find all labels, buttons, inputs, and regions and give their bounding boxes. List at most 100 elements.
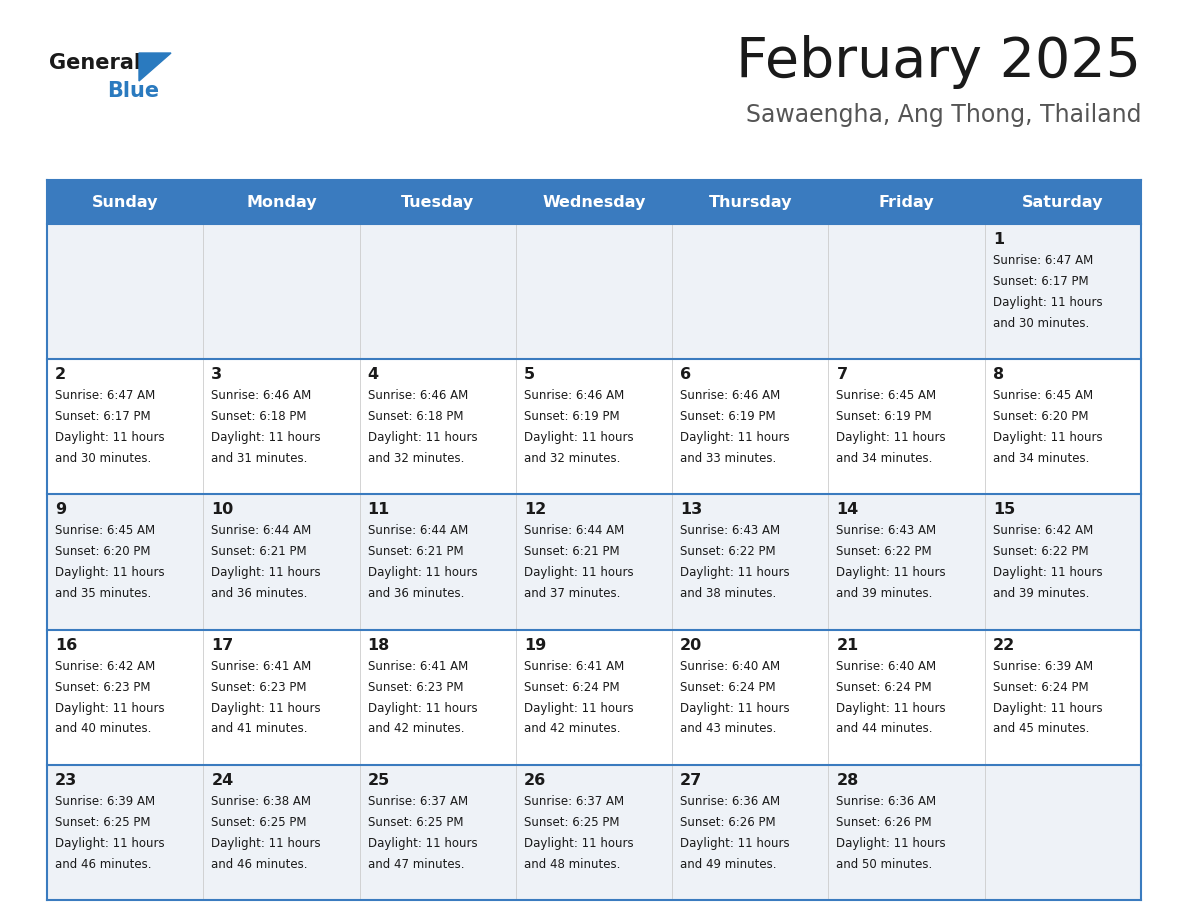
Text: Sunset: 6:23 PM: Sunset: 6:23 PM (55, 680, 151, 694)
Text: and 36 minutes.: and 36 minutes. (367, 588, 465, 600)
Text: Sunrise: 6:46 AM: Sunrise: 6:46 AM (211, 389, 311, 402)
Text: Daylight: 11 hours: Daylight: 11 hours (367, 836, 478, 850)
Text: Blue: Blue (107, 81, 159, 101)
Text: and 33 minutes.: and 33 minutes. (681, 452, 777, 465)
Text: Sunrise: 6:41 AM: Sunrise: 6:41 AM (211, 660, 311, 673)
Text: Sunset: 6:20 PM: Sunset: 6:20 PM (993, 410, 1088, 423)
Text: Daylight: 11 hours: Daylight: 11 hours (993, 431, 1102, 444)
Text: Sunrise: 6:45 AM: Sunrise: 6:45 AM (836, 389, 936, 402)
Text: and 34 minutes.: and 34 minutes. (836, 452, 933, 465)
Text: Daylight: 11 hours: Daylight: 11 hours (211, 701, 321, 714)
Text: Daylight: 11 hours: Daylight: 11 hours (836, 836, 946, 850)
Text: Sunset: 6:25 PM: Sunset: 6:25 PM (524, 816, 619, 829)
Text: Daylight: 11 hours: Daylight: 11 hours (681, 431, 790, 444)
Text: and 46 minutes.: and 46 minutes. (55, 857, 152, 870)
Text: 21: 21 (836, 638, 859, 653)
Text: and 48 minutes.: and 48 minutes. (524, 857, 620, 870)
Text: Sunrise: 6:44 AM: Sunrise: 6:44 AM (524, 524, 624, 537)
Text: Saturday: Saturday (1022, 195, 1104, 209)
Text: Sunrise: 6:46 AM: Sunrise: 6:46 AM (524, 389, 624, 402)
Text: and 30 minutes.: and 30 minutes. (55, 452, 151, 465)
Text: and 36 minutes.: and 36 minutes. (211, 588, 308, 600)
Text: Daylight: 11 hours: Daylight: 11 hours (55, 431, 165, 444)
Text: Daylight: 11 hours: Daylight: 11 hours (367, 566, 478, 579)
Text: 18: 18 (367, 638, 390, 653)
Text: Sunday: Sunday (91, 195, 158, 209)
Text: Sunrise: 6:40 AM: Sunrise: 6:40 AM (836, 660, 936, 673)
Text: and 31 minutes.: and 31 minutes. (211, 452, 308, 465)
Text: Sunrise: 6:45 AM: Sunrise: 6:45 AM (55, 524, 156, 537)
Bar (48, 224, 1140, 359)
Text: 1: 1 (993, 232, 1004, 247)
Text: 3: 3 (211, 367, 222, 382)
Bar (48, 180, 1140, 224)
Text: 12: 12 (524, 502, 546, 518)
Text: Daylight: 11 hours: Daylight: 11 hours (211, 836, 321, 850)
Text: 24: 24 (211, 773, 234, 788)
Text: February 2025: February 2025 (737, 35, 1140, 89)
Text: Friday: Friday (879, 195, 935, 209)
Text: Sunset: 6:22 PM: Sunset: 6:22 PM (836, 545, 933, 558)
Text: Sunset: 6:21 PM: Sunset: 6:21 PM (211, 545, 307, 558)
Text: 5: 5 (524, 367, 535, 382)
Text: 11: 11 (367, 502, 390, 518)
Text: 22: 22 (993, 638, 1015, 653)
Text: Sunrise: 6:43 AM: Sunrise: 6:43 AM (681, 524, 781, 537)
Text: and 43 minutes.: and 43 minutes. (681, 722, 777, 735)
Text: 14: 14 (836, 502, 859, 518)
Text: and 40 minutes.: and 40 minutes. (55, 722, 151, 735)
Text: Sunrise: 6:44 AM: Sunrise: 6:44 AM (211, 524, 311, 537)
Text: Sunset: 6:21 PM: Sunset: 6:21 PM (367, 545, 463, 558)
Text: and 44 minutes.: and 44 minutes. (836, 722, 933, 735)
Text: 28: 28 (836, 773, 859, 788)
Text: Daylight: 11 hours: Daylight: 11 hours (524, 566, 633, 579)
Text: Monday: Monday (246, 195, 317, 209)
Text: Sunset: 6:24 PM: Sunset: 6:24 PM (681, 680, 776, 694)
Bar (48, 765, 1140, 900)
Text: and 45 minutes.: and 45 minutes. (993, 722, 1089, 735)
Text: Sunrise: 6:38 AM: Sunrise: 6:38 AM (211, 795, 311, 808)
Text: Sunrise: 6:39 AM: Sunrise: 6:39 AM (993, 660, 1093, 673)
Text: Sunrise: 6:37 AM: Sunrise: 6:37 AM (367, 795, 468, 808)
Text: Sunrise: 6:41 AM: Sunrise: 6:41 AM (524, 660, 624, 673)
Text: Sunrise: 6:42 AM: Sunrise: 6:42 AM (993, 524, 1093, 537)
Text: Daylight: 11 hours: Daylight: 11 hours (524, 431, 633, 444)
Text: Sunrise: 6:36 AM: Sunrise: 6:36 AM (681, 795, 781, 808)
Text: and 32 minutes.: and 32 minutes. (524, 452, 620, 465)
Text: Sunset: 6:19 PM: Sunset: 6:19 PM (836, 410, 933, 423)
Text: Sunrise: 6:46 AM: Sunrise: 6:46 AM (681, 389, 781, 402)
Text: Sunset: 6:26 PM: Sunset: 6:26 PM (681, 816, 776, 829)
Text: 25: 25 (367, 773, 390, 788)
Text: Sunset: 6:19 PM: Sunset: 6:19 PM (681, 410, 776, 423)
Text: 13: 13 (681, 502, 702, 518)
Text: Sunrise: 6:47 AM: Sunrise: 6:47 AM (55, 389, 156, 402)
Text: Daylight: 11 hours: Daylight: 11 hours (211, 431, 321, 444)
Text: Sunrise: 6:39 AM: Sunrise: 6:39 AM (55, 795, 156, 808)
Text: 7: 7 (836, 367, 847, 382)
Text: Sunrise: 6:40 AM: Sunrise: 6:40 AM (681, 660, 781, 673)
Text: and 50 minutes.: and 50 minutes. (836, 857, 933, 870)
Text: Sunset: 6:21 PM: Sunset: 6:21 PM (524, 545, 619, 558)
Text: Sunset: 6:17 PM: Sunset: 6:17 PM (993, 275, 1088, 288)
Text: Daylight: 11 hours: Daylight: 11 hours (681, 566, 790, 579)
Text: Wednesday: Wednesday (542, 195, 646, 209)
Text: Daylight: 11 hours: Daylight: 11 hours (993, 701, 1102, 714)
Text: Sunrise: 6:37 AM: Sunrise: 6:37 AM (524, 795, 624, 808)
Text: Sunset: 6:17 PM: Sunset: 6:17 PM (55, 410, 151, 423)
Text: Tuesday: Tuesday (402, 195, 474, 209)
Text: Daylight: 11 hours: Daylight: 11 hours (836, 566, 946, 579)
Text: Daylight: 11 hours: Daylight: 11 hours (993, 296, 1102, 309)
Text: Daylight: 11 hours: Daylight: 11 hours (55, 566, 165, 579)
Text: and 49 minutes.: and 49 minutes. (681, 857, 777, 870)
Text: Sawaengha, Ang Thong, Thailand: Sawaengha, Ang Thong, Thailand (746, 103, 1140, 127)
Text: Sunset: 6:24 PM: Sunset: 6:24 PM (993, 680, 1088, 694)
Text: 27: 27 (681, 773, 702, 788)
Text: and 39 minutes.: and 39 minutes. (993, 588, 1089, 600)
Text: Sunset: 6:22 PM: Sunset: 6:22 PM (993, 545, 1088, 558)
Text: and 30 minutes.: and 30 minutes. (993, 317, 1089, 330)
Text: 16: 16 (55, 638, 77, 653)
Text: and 34 minutes.: and 34 minutes. (993, 452, 1089, 465)
Text: Sunset: 6:18 PM: Sunset: 6:18 PM (211, 410, 307, 423)
Text: Daylight: 11 hours: Daylight: 11 hours (55, 836, 165, 850)
Text: Sunset: 6:18 PM: Sunset: 6:18 PM (367, 410, 463, 423)
